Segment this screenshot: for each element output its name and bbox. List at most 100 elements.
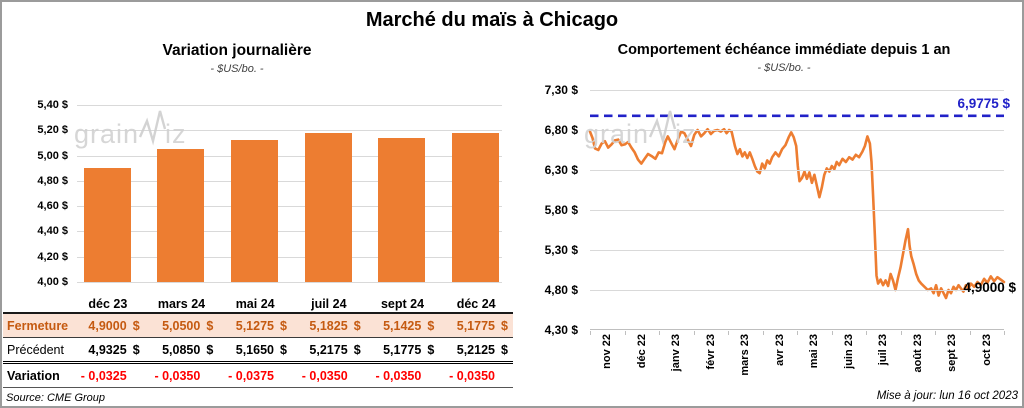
x-axis-tick (693, 331, 695, 335)
x-axis-tick (1004, 331, 1005, 335)
x-axis-tick (969, 331, 971, 335)
gridline (590, 290, 1004, 291)
daily-variation-panel: Variation journalière - $US/bo. - grain … (2, 2, 514, 406)
watermark-text: iz (675, 119, 697, 149)
value-number: 5,0850 (162, 342, 201, 357)
reference-price-label: 6,9775 $ (957, 96, 1010, 111)
value-number: 5,1825 (309, 318, 348, 333)
x-axis-tick (935, 331, 936, 335)
x-axis-month-cell: sept 23 (935, 334, 970, 390)
y-axis-tick-label: 4,40 $ (37, 225, 68, 238)
currency-symbol: $ (132, 318, 140, 333)
price-line-series (588, 127, 1006, 300)
value-number: 4,9000 (88, 318, 127, 333)
x-axis-tick (762, 331, 764, 335)
gridline (77, 256, 502, 258)
value-number: 5,1425 (383, 318, 422, 333)
currency-symbol: $ (353, 318, 361, 333)
gridline (590, 90, 1004, 91)
value-number: 4,9325 (88, 342, 127, 357)
value-number: - 0,0325 (80, 368, 127, 383)
gridline (77, 282, 502, 283)
x-axis-month-label: déc 22 (635, 334, 648, 369)
value-number: 5,1775 (383, 342, 422, 357)
value-cell: - 0,0325 (71, 369, 145, 383)
source-note: Source: CME Group (6, 392, 106, 404)
value-number: - 0,0375 (228, 368, 274, 383)
x-axis-tick (728, 331, 729, 335)
x-axis-month-label: juil 23 (877, 334, 890, 366)
bar (378, 137, 426, 282)
updated-note: Mise à jour: lun 16 oct 2023 (876, 390, 1018, 402)
value-cell: 5,1650 $ (218, 343, 292, 357)
y-axis-tick-label: 4,30 $ (544, 323, 578, 337)
line-chart-title: Comportement échéance immédiate depuis 1… (617, 42, 951, 58)
x-axis-month-cell: déc 22 (625, 334, 660, 390)
value-number: 5,0500 (162, 318, 201, 333)
x-axis-month-label: avr 23 (773, 334, 786, 366)
row-label: Variation (7, 368, 60, 383)
column-header: déc 23 (88, 297, 128, 311)
grainwiz-watermark: grain iz (74, 108, 187, 148)
x-axis-month-cell: mars 23 (728, 334, 763, 390)
x-axis-month-label: août 23 (911, 334, 924, 373)
watermark-text: grain (74, 119, 140, 149)
x-axis-month-cell: mai 23 (797, 334, 832, 390)
value-number: 5,1650 (235, 342, 274, 357)
value-cell: 5,1825 $ (292, 319, 366, 333)
x-axis-month-label: mars 23 (739, 334, 752, 376)
table-header-row: déc 23 mars 24 mai 24 juil 24 sept 24 déc 24 (3, 296, 513, 314)
value-cell: - 0,0350 (292, 369, 366, 383)
front-month-panel: Comportement échéance immédiate depuis 1… (514, 2, 1022, 406)
bar (452, 133, 499, 282)
y-axis-tick-label: 5,20 $ (37, 124, 68, 137)
currency-symbol: $ (353, 342, 361, 357)
y-axis-tick-label: 7,30 $ (544, 83, 578, 97)
y-axis-tick-label: 4,60 $ (37, 200, 68, 213)
futures-quote-table: déc 23 mars 24 mai 24 juil 24 sept 24 déc 24 F… (3, 296, 513, 388)
column-header: sept 24 (380, 297, 425, 311)
value-cell: 5,2175 $ (292, 343, 366, 357)
gridline (590, 210, 1004, 211)
x-axis-month-cell: févr 23 (694, 334, 729, 390)
currency-symbol: $ (206, 318, 214, 333)
value-cell: - 0,0350 (145, 369, 219, 383)
y-axis-tick-label: 6,80 $ (544, 123, 578, 137)
y-axis-tick-label: 5,40 $ (37, 99, 68, 111)
gridline (77, 130, 502, 132)
currency-symbol: $ (427, 342, 435, 357)
column-header: mai 24 (235, 297, 275, 311)
table-row: Variation - 0,0325 - 0,0350 - 0,0375 - 0,035… (3, 364, 513, 388)
x-axis-month-cell: juin 23 (832, 334, 867, 390)
row-label: Précédent (7, 342, 64, 357)
gridline (590, 130, 1004, 131)
y-axis-tick-label: 5,30 $ (544, 243, 578, 257)
column-header: juil 24 (311, 297, 347, 311)
value-cell: 5,0850 $ (145, 343, 219, 357)
value-cell: - 0,0350 (439, 369, 513, 383)
currency-symbol: $ (206, 342, 214, 357)
x-axis-tick (624, 331, 626, 335)
currency-symbol: $ (501, 318, 508, 333)
y-axis-tick-label: 4,00 $ (37, 276, 68, 288)
x-axis-month-label: nov 22 (601, 334, 614, 369)
value-cell: 5,1275 $ (218, 319, 292, 333)
gridline (590, 170, 1004, 171)
y-axis-tick-label: 4,20 $ (37, 250, 68, 263)
last-price-label: 4,9000 $ (963, 280, 1016, 295)
x-axis-month-cell: juil 23 (866, 334, 901, 390)
x-axis-month-cell: janv 23 (659, 334, 694, 390)
value-cell: - 0,0375 (218, 369, 292, 383)
x-axis-tick (900, 331, 902, 335)
currency-symbol: $ (132, 342, 140, 357)
currency-symbol: $ (501, 342, 508, 357)
grainwiz-watermark: grain iz (584, 108, 697, 148)
value-cell: 5,1775 $ (366, 343, 440, 357)
currency-symbol: $ (280, 318, 287, 333)
x-axis-month-label: juin 23 (842, 334, 855, 369)
table-row: Précédent 4,9325 $5,0850 $5,1650 $5,2175 $5,1… (3, 338, 513, 364)
bar (304, 132, 352, 282)
value-cell: - 0,0350 (366, 369, 440, 383)
currency-symbol: $ (280, 342, 287, 357)
value-number: 5,1275 (235, 318, 274, 333)
